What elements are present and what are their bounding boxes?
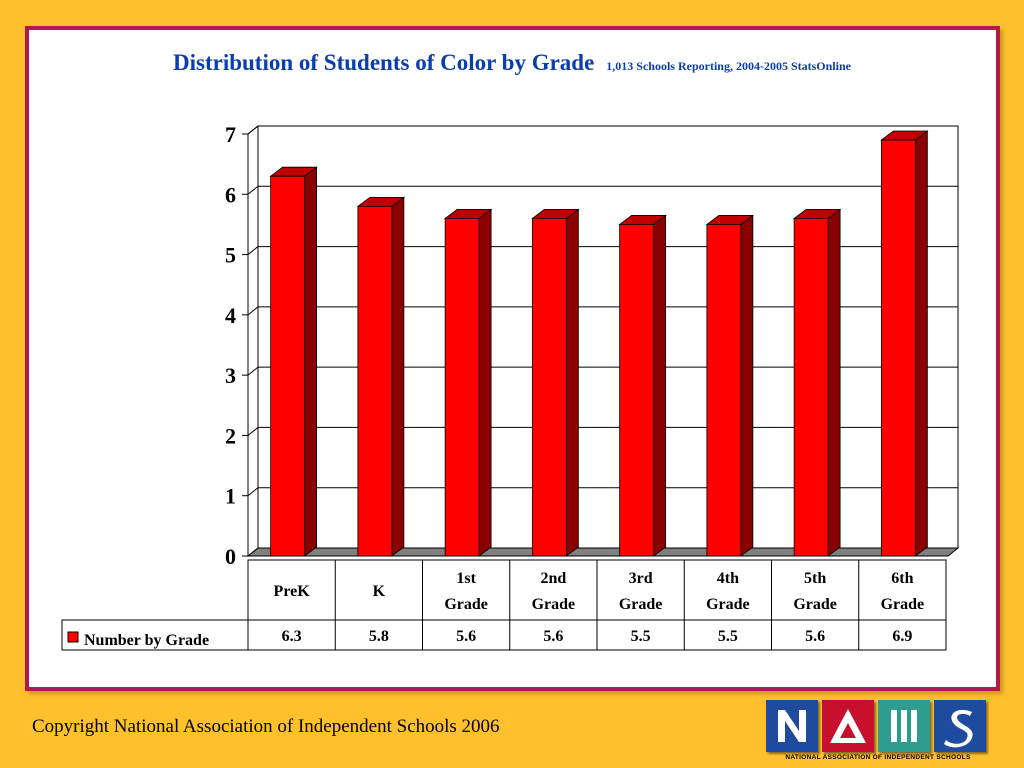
bar	[269, 166, 318, 557]
bar-front	[706, 224, 742, 557]
y-tick-label: 2	[225, 423, 236, 448]
bar-side	[565, 208, 579, 557]
gridline-side	[247, 427, 259, 436]
bar-side	[740, 214, 754, 557]
copyright-text: Copyright National Association of Indepe…	[32, 716, 500, 737]
bar	[531, 208, 580, 557]
data-label: 5.6	[805, 628, 825, 645]
bar-side	[391, 196, 405, 557]
x-category-label: 3rd Grade	[619, 570, 663, 613]
bar-side	[827, 208, 841, 557]
x-category-label: 5th Grade	[793, 570, 837, 613]
y-tick-label: 1	[225, 484, 236, 509]
logo-caption: NATIONAL ASSOCIATION OF INDEPENDENT SCHO…	[785, 754, 971, 761]
data-label: 5.5	[631, 628, 651, 645]
data-label: 5.5	[718, 628, 738, 645]
bar	[792, 208, 842, 557]
bar-front	[619, 224, 655, 557]
bar-side	[653, 214, 667, 557]
chart-title-main: Distribution of Students of Color by Gra…	[173, 50, 595, 75]
bar-front	[357, 205, 393, 557]
gridline-side	[247, 306, 259, 316]
bar	[880, 130, 929, 557]
gridline-side	[247, 185, 259, 195]
y-tick-label: 3	[225, 363, 236, 388]
bar	[705, 214, 755, 557]
y-tick-label: 4	[225, 303, 236, 328]
bar-front	[270, 175, 306, 557]
chart-title: Distribution of Students of Color by Gra…	[0, 50, 1024, 76]
data-label: 5.8	[369, 628, 389, 645]
logo-letter-s	[934, 700, 986, 752]
bar-front	[531, 217, 567, 557]
y-tick-label: 6	[225, 182, 236, 207]
x-category-label: 4th Grade	[706, 570, 750, 613]
gridline-side	[247, 246, 259, 255]
y-tick-label: 0	[225, 544, 236, 569]
x-category-label: 1st Grade	[444, 570, 488, 613]
bar-front	[444, 217, 480, 557]
x-category-label: PreK	[274, 583, 311, 600]
x-category-label: K	[373, 583, 386, 600]
gridline-side	[247, 366, 259, 376]
bar-front	[793, 217, 829, 557]
gridline-side	[247, 125, 259, 135]
legend-swatch	[67, 631, 79, 643]
bar-side	[478, 208, 492, 557]
nais-logo: NATIONAL ASSOCIATION OF INDEPENDENT SCHO…	[766, 700, 990, 762]
logo-letter-a	[822, 700, 874, 752]
gridline-side	[247, 487, 259, 497]
data-label: 6.3	[282, 628, 302, 645]
bar	[356, 196, 406, 557]
chart-subtitle: 1,013 Schools Reporting, 2004-2005 Stats…	[606, 59, 851, 73]
x-category-label: 2nd Grade	[532, 570, 576, 613]
y-tick-label: 5	[225, 243, 236, 268]
bar-front	[880, 139, 916, 557]
bar-side	[304, 166, 318, 557]
table-value-row	[61, 619, 947, 651]
legend-label: Number by Grade	[84, 632, 209, 649]
data-label: 5.6	[543, 628, 563, 645]
x-category-label: 6th Grade	[881, 570, 925, 613]
y-tick-label: 7	[225, 122, 236, 147]
bar	[618, 214, 667, 557]
bar	[443, 208, 493, 557]
bar-side	[914, 130, 928, 557]
data-label: 5.6	[456, 628, 476, 645]
logo-letter-i	[878, 700, 930, 752]
logo-letter-n	[766, 700, 818, 752]
plot-floor	[246, 547, 960, 557]
data-label: 6.9	[892, 628, 912, 645]
